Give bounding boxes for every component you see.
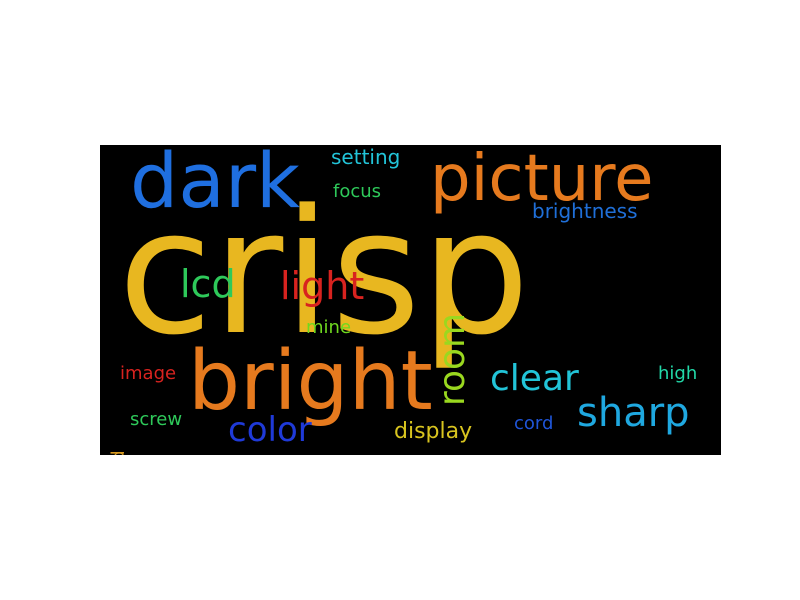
word-display: display — [394, 419, 473, 444]
word-image: image — [120, 363, 177, 384]
word-brightness: brightness — [532, 199, 638, 223]
word-setting: setting — [331, 145, 401, 169]
word-mine: mine — [306, 317, 352, 338]
word-crisp: crisp — [118, 172, 530, 373]
word-picture: picture — [430, 145, 654, 216]
word-sound: sound — [108, 450, 129, 455]
word-color: color — [228, 410, 312, 450]
word-cord: cord — [514, 413, 554, 434]
word-sharp: sharp — [577, 390, 690, 436]
word-cloud: crisp dark picture bright sharp clear li… — [100, 145, 721, 455]
word-screw: screw — [130, 409, 183, 430]
word-clear: clear — [490, 358, 579, 399]
word-light: light — [280, 264, 365, 308]
word-focus: focus — [333, 181, 382, 202]
word-room: room — [432, 312, 473, 406]
word-lcd: lcd — [180, 262, 236, 306]
word-dark: dark — [130, 145, 301, 225]
word-bright: bright — [188, 334, 433, 429]
word-high: high — [658, 363, 698, 384]
